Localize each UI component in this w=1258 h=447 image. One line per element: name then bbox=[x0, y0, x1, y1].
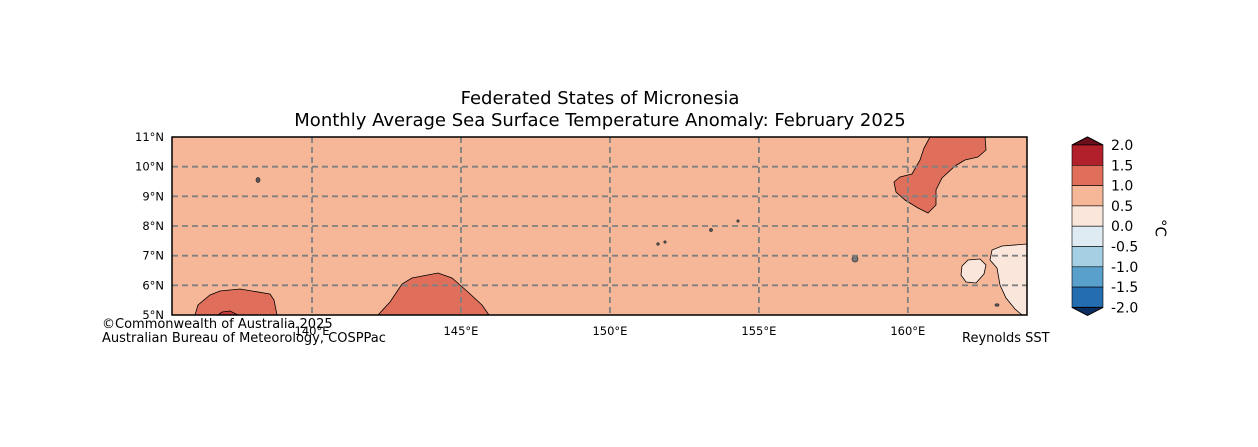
colorbar-tick-label: -1.0 bbox=[1111, 260, 1138, 276]
lat-tick-label: 9°N bbox=[142, 189, 164, 203]
lon-tick-label: 145°E bbox=[443, 324, 478, 338]
colorbar-swatch bbox=[1071, 225, 1104, 247]
colorbar-tick-label: -1.5 bbox=[1111, 280, 1138, 296]
lat-tick-label: 10°N bbox=[135, 160, 164, 174]
colorbar-tick-labels: 2.0 1.5 1.0 0.5 0.0 -0.5 -1.0 -1.5 -2.0 bbox=[1111, 138, 1138, 316]
colorbar-tick-label: 2.0 bbox=[1111, 138, 1133, 154]
lat-tick-label: 7°N bbox=[142, 249, 164, 263]
colorbar-swatch bbox=[1071, 266, 1104, 288]
colorbar-swatch bbox=[1071, 205, 1104, 227]
lon-tick-label: 160°E bbox=[890, 324, 925, 338]
agency-text: Australian Bureau of Meteorology, COSPPa… bbox=[102, 331, 386, 346]
west-warm-patch bbox=[194, 288, 278, 316]
colorbar-tick-label: -2.0 bbox=[1111, 300, 1138, 316]
lat-tick-label: 11°N bbox=[135, 130, 164, 144]
colorbar-swatch bbox=[1071, 165, 1104, 186]
colorbar-extend-bottom bbox=[1071, 306, 1104, 316]
lat-tick-label: 5°N bbox=[142, 308, 164, 322]
island-atoll-b bbox=[736, 219, 740, 223]
colorbar-tick-label: 1.5 bbox=[1111, 158, 1133, 174]
northeast-warm-patch bbox=[893, 136, 987, 214]
longitude-labels: 140°E 145°E 150°E 155°E 160°E bbox=[295, 324, 926, 338]
colorbar-tick-label: 0.5 bbox=[1111, 199, 1133, 215]
copyright-text: ©Commonwealth of Australia 2025 bbox=[102, 317, 333, 332]
island-pohnpei bbox=[851, 255, 859, 263]
colorbar-swatch bbox=[1071, 246, 1104, 268]
lon-tick-label: 155°E bbox=[741, 324, 776, 338]
latitude-labels: 11°N 10°N 9°N 8°N 7°N 6°N 5°N bbox=[135, 130, 164, 322]
colorbar-extend-top bbox=[1071, 136, 1104, 146]
island-atoll-a bbox=[709, 228, 713, 232]
island-chuuk-b bbox=[663, 240, 667, 244]
colorbar-tick-label: 1.0 bbox=[1111, 179, 1133, 195]
colorbar-swatch bbox=[1071, 144, 1104, 166]
colorbar-swatch bbox=[1071, 185, 1104, 207]
lon-tick-label: 150°E bbox=[592, 324, 627, 338]
map-background bbox=[172, 137, 1027, 315]
colorbar bbox=[1071, 136, 1104, 316]
map-frame bbox=[171, 136, 1028, 316]
island-yap bbox=[255, 177, 261, 183]
central-warm-patch bbox=[377, 272, 490, 316]
southeast-cool-islet-patch bbox=[960, 258, 987, 284]
lon-tick-label: 140°E bbox=[295, 324, 330, 338]
chart-title-region: Federated States of Micronesia bbox=[460, 88, 740, 109]
island-kosrae bbox=[994, 303, 1000, 307]
chart-title-product: Monthly Average Sea Surface Temperature … bbox=[294, 110, 906, 131]
data-source-text: Reynolds SST bbox=[962, 331, 1050, 346]
island-chuuk-a bbox=[656, 242, 660, 246]
colorbar-unit: °C bbox=[1152, 219, 1170, 237]
colorbar-swatch bbox=[1071, 286, 1104, 308]
graticule bbox=[172, 137, 1027, 315]
colorbar-tick-label: -0.5 bbox=[1111, 240, 1138, 256]
lat-tick-label: 6°N bbox=[142, 278, 164, 292]
lat-tick-label: 8°N bbox=[142, 219, 164, 233]
islands bbox=[255, 177, 1000, 307]
colorbar-tick-label: 0.0 bbox=[1111, 219, 1133, 235]
